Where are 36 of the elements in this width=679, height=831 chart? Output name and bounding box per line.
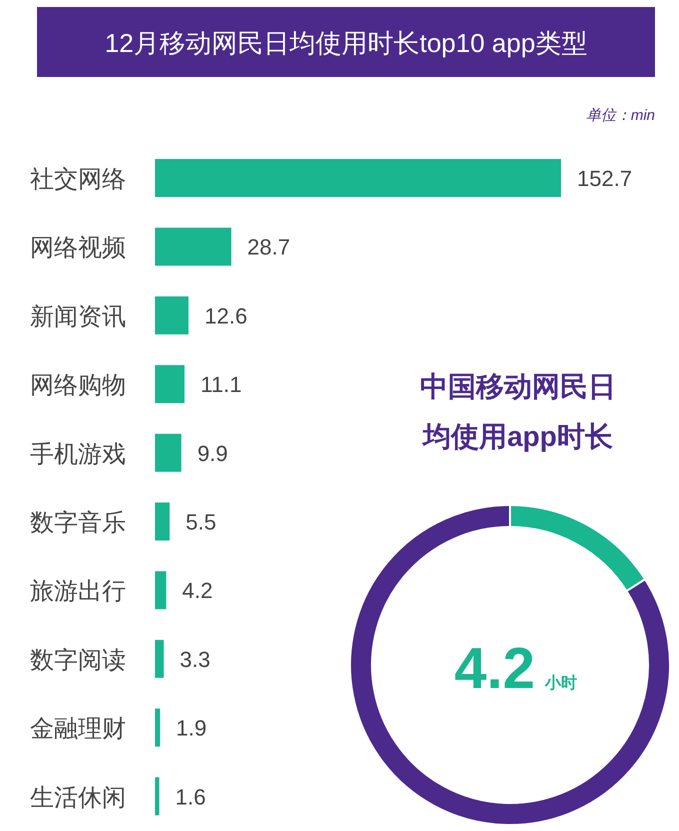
y-tick-label: 社交网络: [30, 166, 126, 193]
chart-title: 中国移动网民日均使用app时长: [419, 370, 617, 454]
y-tick-label: 新闻资讯: [30, 303, 126, 330]
data-label: 3.3: [180, 646, 210, 672]
bar: [155, 296, 188, 334]
data-label: 11.1: [200, 372, 242, 398]
y-tick-label: 网络视频: [30, 234, 126, 262]
data-label: 4.2: [182, 578, 213, 604]
text: 单位：min: [586, 107, 655, 124]
bar: [155, 571, 166, 610]
bar: [155, 640, 164, 678]
data-label: 1.6: [175, 784, 206, 810]
data-label: 9.9: [197, 440, 228, 466]
y-tick-label: 生活休闲: [30, 784, 126, 812]
bar: [155, 502, 170, 540]
data-label: 1.9: [176, 716, 207, 741]
bar: [155, 434, 182, 472]
bar: [155, 708, 160, 747]
y-tick-label: 数字阅读: [30, 646, 126, 674]
bar: [155, 365, 185, 404]
y-tick-label: 金融理财: [30, 716, 126, 743]
data-label: 152.7: [577, 166, 632, 191]
bar: [155, 228, 232, 266]
donut-slice: [349, 504, 671, 826]
data-label: 5.5: [186, 510, 216, 534]
data-label: 12.6: [204, 303, 248, 328]
chart-title: 12月移动网民日均使用时长top10 app类型: [104, 28, 588, 58]
bar: [155, 777, 160, 816]
data-label: 28.7: [247, 234, 290, 260]
y-tick-label: 数字音乐: [30, 510, 126, 536]
bar: [155, 159, 561, 197]
y-tick-label: 手机游戏: [30, 440, 126, 468]
y-tick-label: 旅游出行: [30, 578, 126, 606]
annotation: 4.2: [454, 636, 535, 701]
y-tick-label: 网络购物: [30, 372, 126, 400]
annotation: 小时: [544, 674, 577, 692]
